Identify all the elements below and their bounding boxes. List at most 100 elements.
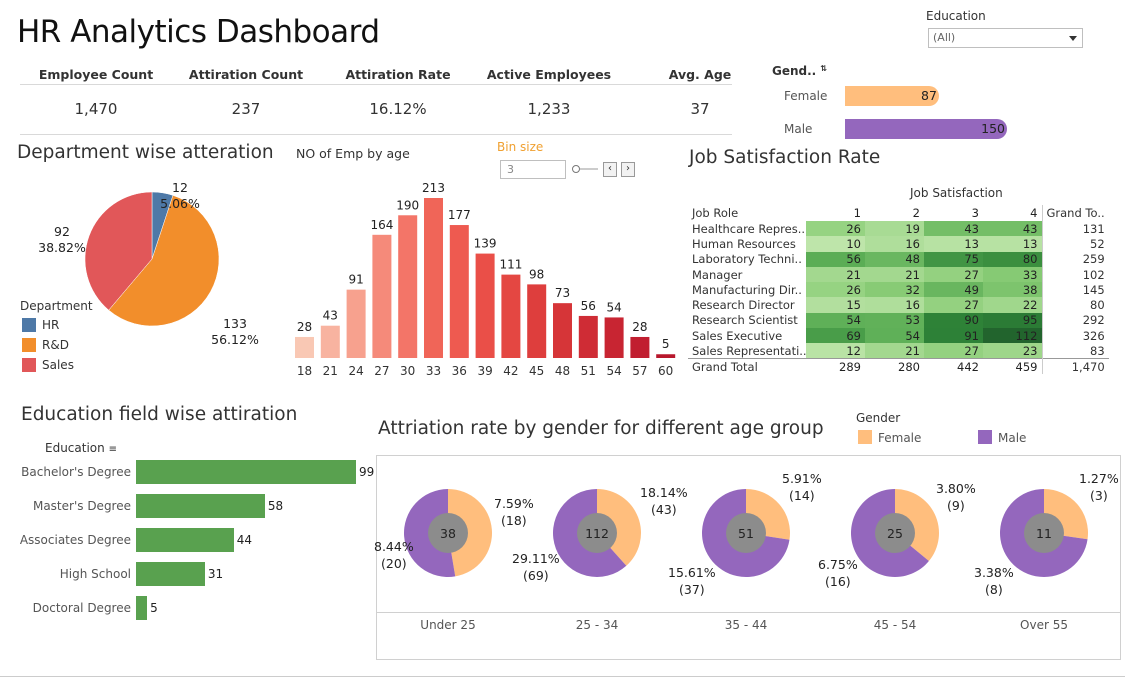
job-sat-cell: 90 (924, 312, 983, 329)
male-pct: 6.75% (818, 557, 858, 572)
male-count: (16) (825, 574, 851, 589)
female-count: (14) (789, 488, 815, 503)
male-pct-label: 8.44% (20) (374, 538, 414, 572)
age-bar[interactable] (320, 325, 340, 358)
age-bar[interactable] (449, 225, 469, 358)
male-count: (8) (985, 582, 1003, 597)
dept-legend-swatch-2 (22, 358, 36, 372)
age-group-label: Over 55 (1020, 618, 1068, 632)
age-bar[interactable] (578, 315, 598, 358)
job-sat-cell: 54 (865, 328, 924, 344)
bin-decrease-button[interactable]: ‹ (603, 162, 617, 177)
job-sat-cell: 16 (865, 297, 924, 313)
donut-slice-female[interactable] (448, 489, 493, 577)
row-total-cell: 259 (1041, 251, 1109, 267)
age-bar[interactable] (501, 274, 521, 358)
age-donut: 51 (702, 489, 790, 577)
edu-bar-label: 99 (359, 465, 375, 479)
job-sat-cell: 33 (983, 266, 1042, 283)
age-bar[interactable] (656, 354, 676, 358)
age-bar-label: 190 (396, 198, 419, 212)
kpi-divider-bottom (20, 134, 732, 135)
job-sat-cell: 38 (983, 282, 1042, 298)
age-bar[interactable] (604, 317, 624, 358)
row-total-cell: 326 (1041, 328, 1109, 344)
table-row: Research Scientist 54 53 90 95 292 (688, 312, 1109, 329)
job-sat-cell: 27 (924, 297, 983, 313)
age-bar[interactable] (346, 289, 366, 358)
slider-handle[interactable] (572, 165, 580, 173)
female-pct: 3.80% (936, 481, 976, 496)
age-bar-label: 54 (606, 300, 621, 314)
bin-increase-button[interactable]: › (621, 162, 635, 177)
grand-total-row: Grand Total 289 280 442 459 1,470 (688, 358, 1109, 374)
grand-total-cell: 289 (806, 358, 865, 374)
table-row: Sales Executive 69 54 91 112 326 (688, 328, 1109, 344)
female-pct: 18.14% (640, 485, 688, 500)
edu-axis-header-label: Education (45, 441, 105, 455)
age-donut: 38 (404, 489, 493, 577)
row-total-cell: 80 (1041, 297, 1109, 313)
age-tick-label: 27 (374, 364, 389, 378)
bin-size-input[interactable]: 3 (500, 160, 566, 179)
job-sat-cell: 16 (865, 236, 924, 252)
sort-az-icon[interactable]: ⇅ (820, 64, 828, 73)
age-tick-label: 51 (581, 364, 596, 378)
donut-slice-female[interactable] (895, 489, 939, 562)
edu-bar[interactable] (136, 494, 265, 518)
age-tick-label: 45 (529, 364, 544, 378)
job-satisfaction-table: Job Role 1 2 3 4 Grand To.. Healthcare Repres.… (688, 205, 1109, 374)
job-sat-cell: 43 (983, 221, 1042, 237)
age-tick-label: 33 (426, 364, 441, 378)
table-row: Manufacturing Dir.. 26 32 49 38 145 (688, 282, 1109, 298)
edu-category-label: Associates Degree (19, 533, 131, 547)
age-bar[interactable] (553, 303, 572, 358)
edu-bar[interactable] (136, 528, 234, 552)
age-tick-label: 30 (400, 364, 415, 378)
age-donut: 25 (851, 489, 939, 577)
job-role-cell: Research Scientist (692, 313, 798, 328)
age-group-label: Under 25 (420, 618, 476, 632)
dept-slice-rd[interactable] (108, 195, 220, 327)
gender-label-male: Male (784, 122, 813, 136)
age-group-label: 45 - 54 (873, 618, 917, 632)
sort-icon[interactable]: ≡ (108, 444, 117, 455)
donut-total-label: 11 (1036, 526, 1052, 541)
age-bar-label: 164 (370, 218, 393, 232)
dept-chart-title: Department wise atteration (17, 142, 274, 163)
age-bar[interactable] (295, 336, 314, 358)
job-sat-cell: 95 (983, 312, 1042, 329)
table-row: Healthcare Repres.. 26 19 43 43 131 (688, 221, 1109, 237)
age-donut: 112 (553, 489, 641, 577)
donut-total-label: 51 (738, 526, 754, 541)
edu-bar-label: 5 (150, 601, 158, 615)
gender-header[interactable]: Gend.. ⇅ (772, 64, 827, 78)
age-bar[interactable] (475, 253, 495, 358)
dept-slice-pct: 56.12% (211, 332, 259, 347)
education-filter-dropdown[interactable]: (All) (928, 28, 1083, 48)
job-role-cell: Sales Representati.. (692, 343, 806, 358)
age-bar[interactable] (630, 336, 650, 358)
grand-total-overall: 1,470 (1041, 358, 1109, 374)
donut-center (1024, 513, 1064, 553)
age-bar[interactable] (372, 234, 392, 358)
dept-legend-swatch-0 (22, 318, 36, 332)
edu-category-label: Bachelor's Degree (21, 465, 131, 479)
job-role-cell: Sales Executive (692, 328, 783, 343)
edu-bar[interactable] (136, 460, 356, 484)
age-bar[interactable] (398, 215, 418, 358)
edu-axis-header[interactable]: Education ≡ (45, 441, 117, 455)
female-pct-label: 5.91% (14) (782, 470, 822, 504)
edu-bar[interactable] (136, 562, 205, 586)
age-bar[interactable] (527, 284, 547, 358)
donut-slice-female[interactable] (597, 489, 641, 566)
bin-size-slider[interactable] (572, 165, 598, 173)
dept-slice-label-2: 92 38.82% (22, 224, 102, 256)
job-sat-cell: 27 (924, 266, 983, 283)
age-bar[interactable] (424, 198, 443, 358)
dept-legend-label-0: HR (42, 318, 60, 332)
slider-track (580, 168, 598, 170)
male-pct: 15.61% (668, 565, 716, 580)
dept-slice-sales[interactable] (84, 191, 153, 311)
edu-bar[interactable] (136, 596, 148, 620)
